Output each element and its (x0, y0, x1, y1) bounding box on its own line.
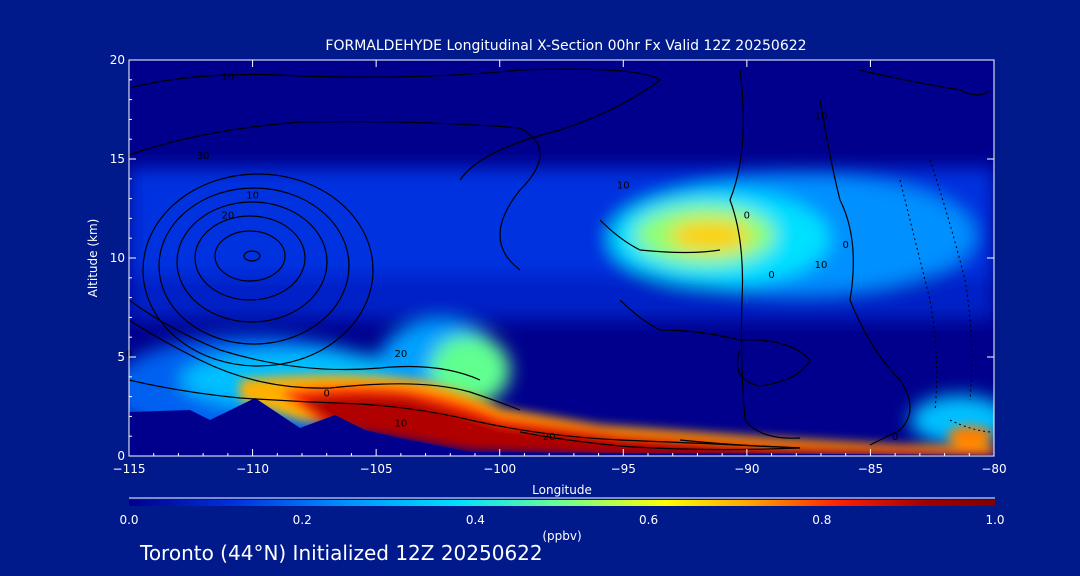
contour-label: 10 (394, 418, 407, 429)
y-tick-label: 15 (110, 152, 125, 166)
x-tick-label: −90 (734, 462, 759, 476)
colorbar-tick-label: 0.0 (119, 513, 138, 527)
y-axis-label: Altitude (km) (86, 219, 100, 298)
colorbar-ramp (129, 500, 995, 506)
contour-label: 0 (843, 240, 849, 251)
x-tick-label: −110 (236, 462, 269, 476)
y-tick-label: 10 (110, 251, 125, 265)
chart-title: FORMALDEHYDE Longitudinal X-Section 00hr… (325, 38, 806, 54)
contour-label: 20 (221, 210, 234, 221)
terrain (129, 398, 994, 456)
colorbar-tick-label: 0.4 (466, 513, 485, 527)
colorbar-tick-label: 0.8 (812, 513, 831, 527)
contour-label: 0 (324, 389, 330, 400)
contour-label: 10 (815, 111, 828, 122)
colorbar-tick-label: 1.0 (985, 513, 1004, 527)
contour-label: 0 (744, 210, 750, 221)
contour-label: 10 (617, 181, 630, 192)
colorbar: 0.0 0.2 0.4 0.6 0.8 1.0 (119, 497, 1005, 527)
x-tick-label: −100 (483, 462, 516, 476)
dotted-contours (899, 159, 991, 433)
x-tick-label: −95 (611, 462, 636, 476)
contour-label: 10 (815, 260, 828, 271)
x-tick-label: −85 (858, 462, 883, 476)
contour-label: 20 (394, 349, 407, 360)
contour-label: 10 (221, 72, 234, 83)
x-tick-label: −80 (981, 462, 1006, 476)
y-tick-label: 20 (110, 53, 125, 67)
contour-label: 10 (246, 191, 259, 202)
contour-label: 0 (892, 432, 898, 443)
x-axis-label: Longitude (532, 483, 592, 497)
colorbar-tick-label: 0.2 (293, 513, 312, 527)
contour-label: 20 (543, 432, 556, 443)
x-tick-label: −105 (360, 462, 393, 476)
concentration-field (129, 60, 994, 456)
colorbar-tick-label: 0.6 (639, 513, 658, 527)
contour-label: 30 (197, 151, 210, 162)
contour-lines (129, 68, 991, 451)
y-ticks: 0 5 10 15 20 (110, 53, 994, 463)
colorbar-unit-label: (ppbv) (542, 529, 581, 543)
x-tick-label: −115 (113, 462, 146, 476)
contour-label: 0 (768, 270, 774, 281)
footer-initialized-text: Toronto (44°N) Initialized 12Z 20250622 (140, 541, 543, 565)
x-ticks: −115 −110 −105 −100 −95 −90 −85 −80 (113, 60, 1007, 476)
y-tick-label: 0 (117, 449, 125, 463)
y-tick-label: 5 (117, 350, 125, 364)
